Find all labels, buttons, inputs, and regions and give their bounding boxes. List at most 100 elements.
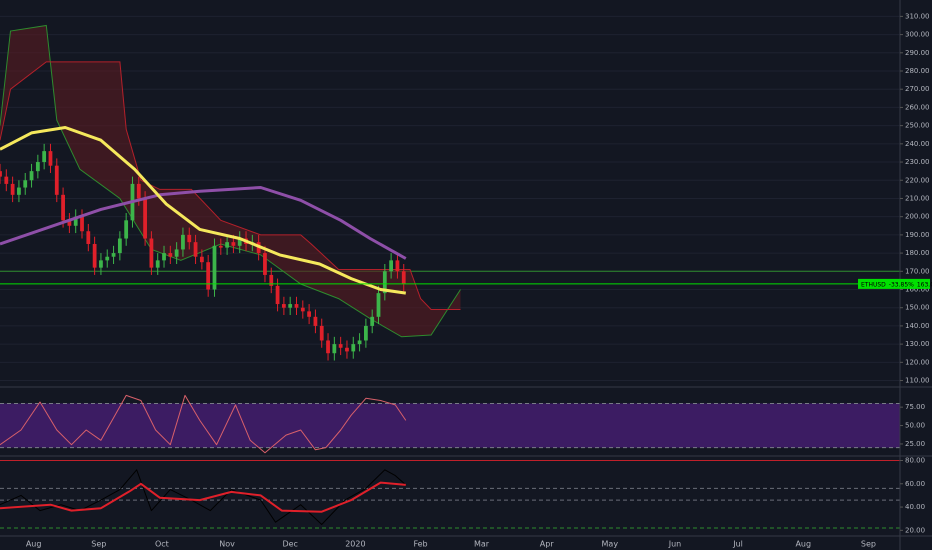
- candle-body: [42, 151, 47, 163]
- x-tick-label: Jun: [668, 540, 682, 549]
- candle-body: [263, 253, 267, 275]
- candle-body: [155, 260, 160, 268]
- last-price-label: ETHUSD-33.85%163.08: [861, 281, 932, 288]
- candle-body: [376, 293, 381, 317]
- marks-layer: [0, 24, 900, 525]
- y-tick-label: 190.00: [905, 231, 930, 239]
- x-tick-label: Feb: [413, 540, 427, 549]
- candle-body: [162, 253, 166, 261]
- candle-body: [357, 340, 362, 345]
- y-tick-label: 210.00: [905, 194, 930, 202]
- series-line: [0, 126, 407, 295]
- y-tick-label: 270.00: [905, 85, 930, 93]
- series-line: [0, 394, 407, 454]
- band: [0, 403, 900, 448]
- candle-body: [294, 304, 299, 308]
- candle-body: [231, 242, 236, 246]
- y-tick-label: 120.00: [905, 358, 930, 366]
- x-tick-label: Sep: [861, 540, 876, 549]
- candle-body: [181, 234, 185, 250]
- y-tick-label: 140.00: [905, 322, 930, 330]
- y-tick-label: 20.00: [905, 526, 925, 534]
- y-tick-label: 150.00: [905, 304, 930, 312]
- series-line: [0, 469, 407, 525]
- y-tick-label: 160.00: [905, 286, 930, 294]
- candle-body: [136, 183, 141, 199]
- x-tick-label: Aug: [26, 540, 42, 549]
- y-tick-label: 25.00: [905, 440, 925, 448]
- candle-body: [300, 307, 305, 312]
- candle-body: [313, 316, 318, 326]
- candle-body: [0, 171, 2, 177]
- candle-body: [401, 271, 406, 285]
- y-tick-label: 300.00: [905, 31, 930, 39]
- candle-body: [80, 216, 84, 232]
- candle-body: [275, 285, 280, 305]
- y-tick-label: 290.00: [905, 49, 930, 57]
- candle-body: [174, 249, 179, 257]
- x-tick-label: May: [602, 540, 619, 549]
- candle-body: [237, 238, 242, 246]
- y-tick-label: 230.00: [905, 158, 930, 166]
- candle-body: [288, 304, 293, 308]
- candle-body: [86, 231, 91, 244]
- candle-body: [168, 253, 173, 257]
- y-tick-label: 60.00: [905, 480, 925, 488]
- candle-body: [99, 260, 103, 268]
- series-line: [0, 186, 407, 260]
- labels-layer: Aug Sep Oct Nov Dec 2020 Feb Mar Apr May Jun Jul Aug…: [26, 12, 932, 548]
- y-tick-label: 240.00: [905, 140, 930, 148]
- candle-body: [111, 253, 116, 257]
- y-tick-label: 170.00: [905, 267, 930, 275]
- candle-body: [92, 243, 97, 268]
- candle-body: [332, 344, 337, 354]
- candle-body: [363, 325, 368, 341]
- candle-body: [206, 262, 211, 290]
- candle-body: [281, 304, 286, 308]
- y-tick-label: 130.00: [905, 340, 930, 348]
- candle-body: [124, 220, 129, 239]
- y-tick-label: 260.00: [905, 103, 930, 111]
- x-tick-label: Mar: [474, 540, 490, 549]
- y-tick-label: 180.00: [905, 249, 930, 257]
- cloud-fill: [0, 25, 461, 337]
- y-tick-label: 200.00: [905, 213, 930, 221]
- candle-body: [4, 176, 9, 184]
- candle-body: [23, 180, 28, 188]
- candle-body: [225, 242, 229, 248]
- y-tick-label: 310.00: [905, 12, 930, 20]
- candle-body: [48, 151, 53, 166]
- candle-body: [212, 245, 217, 290]
- x-tick-label: Dec: [282, 540, 297, 549]
- candle-body: [187, 234, 192, 243]
- candle-body: [35, 162, 40, 172]
- candle-body: [199, 256, 204, 263]
- y-tick-label: 110.00: [905, 377, 930, 385]
- series-line: [0, 481, 406, 513]
- candle-body: [345, 347, 349, 352]
- candle-body: [73, 216, 78, 226]
- candle-body: [370, 316, 375, 326]
- candle-body: [307, 311, 312, 317]
- candle-body: [17, 187, 21, 195]
- last-price-symbol: ETHUSD: [861, 281, 886, 288]
- candle-body: [193, 242, 198, 257]
- grid-layer: [0, 15, 900, 529]
- y-tick-label: 250.00: [905, 122, 930, 130]
- x-tick-label: Jul: [732, 540, 743, 549]
- candle-body: [29, 171, 34, 181]
- candle-body: [61, 194, 65, 221]
- x-tick-label: Aug: [795, 540, 811, 549]
- candle-body: [382, 271, 387, 294]
- y-tick-label: 75.00: [905, 403, 925, 411]
- candle-body: [326, 340, 330, 354]
- candle-body: [143, 198, 147, 239]
- cloud-span: [0, 24, 461, 338]
- candle-body: [105, 256, 110, 261]
- cloud-span: [0, 61, 461, 310]
- candle-body: [117, 238, 122, 254]
- y-tick-label: 50.00: [905, 422, 925, 430]
- candle-body: [389, 260, 394, 272]
- candle-body: [319, 325, 324, 341]
